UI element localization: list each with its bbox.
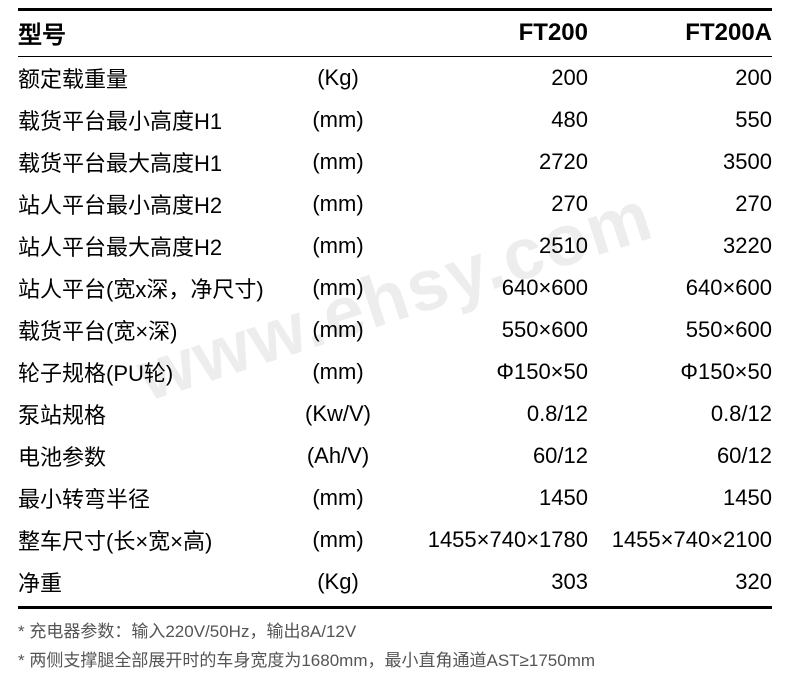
cell-value: 1450: [388, 477, 588, 519]
table-header-row: 型号 FT200 FT200A: [18, 10, 772, 57]
cell-value: 2510: [388, 225, 588, 267]
footnote: * 充电器参数：输入220V/50Hz，输出8A/12V: [18, 615, 772, 644]
cell-value: 550×600: [388, 309, 588, 351]
table-row: 站人平台最大高度H2(mm)25103220: [18, 225, 772, 267]
cell-unit: (mm): [288, 99, 388, 141]
cell-value: Φ150×50: [588, 351, 772, 393]
spec-sheet: www.ehsy.com 型号 FT200 FT200A 额定载重量(Kg)20…: [0, 0, 790, 673]
cell-value: Φ150×50: [388, 351, 588, 393]
cell-unit: (mm): [288, 309, 388, 351]
table-row: 最小转弯半径(mm)14501450: [18, 477, 772, 519]
cell-label: 泵站规格: [18, 393, 288, 435]
table-row: 载货平台最小高度H1(mm)480550: [18, 99, 772, 141]
table-row: 泵站规格(Kw/V)0.8/120.8/12: [18, 393, 772, 435]
cell-value: 270: [588, 183, 772, 225]
cell-label: 轮子规格(PU轮): [18, 351, 288, 393]
cell-unit: (Kg): [288, 57, 388, 100]
cell-label: 载货平台最大高度H1: [18, 141, 288, 183]
cell-label: 站人平台(宽x深，净尺寸): [18, 267, 288, 309]
cell-label: 额定载重量: [18, 57, 288, 100]
cell-value: 200: [588, 57, 772, 100]
cell-value: 303: [388, 561, 588, 608]
cell-value: 200: [388, 57, 588, 100]
table-row: 站人平台(宽x深，净尺寸)(mm)640×600640×600: [18, 267, 772, 309]
cell-value: 480: [388, 99, 588, 141]
cell-label: 整车尺寸(长×宽×高): [18, 519, 288, 561]
cell-label: 净重: [18, 561, 288, 608]
table-row: 额定载重量(Kg)200200: [18, 57, 772, 100]
table-row: 载货平台最大高度H1(mm)27203500: [18, 141, 772, 183]
cell-value: 640×600: [388, 267, 588, 309]
cell-unit: (Kg): [288, 561, 388, 608]
cell-label: 最小转弯半径: [18, 477, 288, 519]
footnote: * 两侧支撑腿全部展开时的车身宽度为1680mm，最小直角通道AST≥1750m…: [18, 644, 772, 673]
cell-value: 0.8/12: [388, 393, 588, 435]
table-row: 净重(Kg)303320: [18, 561, 772, 608]
cell-unit: (mm): [288, 351, 388, 393]
cell-unit: (mm): [288, 267, 388, 309]
cell-value: 60/12: [588, 435, 772, 477]
cell-value: 270: [388, 183, 588, 225]
cell-unit: (mm): [288, 519, 388, 561]
cell-value: 0.8/12: [588, 393, 772, 435]
header-model-2: FT200A: [588, 10, 772, 57]
cell-label: 载货平台(宽×深): [18, 309, 288, 351]
cell-value: 550: [588, 99, 772, 141]
header-unit: [288, 10, 388, 57]
footnotes: * 充电器参数：输入220V/50Hz，输出8A/12V * 两侧支撑腿全部展开…: [18, 615, 772, 673]
cell-label: 站人平台最大高度H2: [18, 225, 288, 267]
cell-unit: (mm): [288, 225, 388, 267]
cell-unit: (mm): [288, 183, 388, 225]
cell-label: 电池参数: [18, 435, 288, 477]
table-row: 轮子规格(PU轮)(mm)Φ150×50Φ150×50: [18, 351, 772, 393]
header-model-1: FT200: [388, 10, 588, 57]
cell-value: 640×600: [588, 267, 772, 309]
cell-unit: (Kw/V): [288, 393, 388, 435]
spec-table: 型号 FT200 FT200A 额定载重量(Kg)200200载货平台最小高度H…: [18, 8, 772, 609]
cell-value: 3220: [588, 225, 772, 267]
cell-value: 3500: [588, 141, 772, 183]
cell-value: 1455×740×1780: [388, 519, 588, 561]
table-row: 整车尺寸(长×宽×高)(mm)1455×740×17801455×740×210…: [18, 519, 772, 561]
cell-label: 站人平台最小高度H2: [18, 183, 288, 225]
table-body: 额定载重量(Kg)200200载货平台最小高度H1(mm)480550载货平台最…: [18, 57, 772, 608]
header-label: 型号: [18, 10, 288, 57]
cell-unit: (mm): [288, 141, 388, 183]
cell-value: 2720: [388, 141, 588, 183]
cell-unit: (mm): [288, 477, 388, 519]
cell-value: 1450: [588, 477, 772, 519]
cell-label: 载货平台最小高度H1: [18, 99, 288, 141]
cell-value: 320: [588, 561, 772, 608]
cell-value: 550×600: [588, 309, 772, 351]
table-row: 站人平台最小高度H2(mm)270270: [18, 183, 772, 225]
cell-value: 60/12: [388, 435, 588, 477]
cell-unit: (Ah/V): [288, 435, 388, 477]
table-row: 载货平台(宽×深)(mm)550×600550×600: [18, 309, 772, 351]
cell-value: 1455×740×2100: [588, 519, 772, 561]
table-row: 电池参数(Ah/V)60/1260/12: [18, 435, 772, 477]
